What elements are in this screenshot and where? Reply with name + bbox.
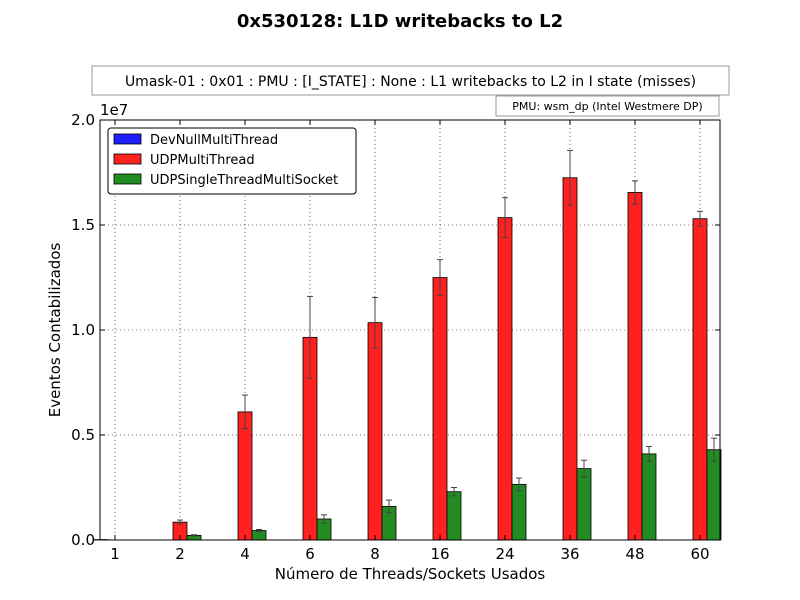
pmu-annotation: PMU: wsm_dp (Intel Westmere DP): [512, 100, 702, 113]
bar-UDPMultiThread-60: [692, 218, 708, 541]
y-tick-label: 1.5: [71, 216, 95, 234]
y-tick-label: 1.0: [71, 321, 95, 339]
x-tick-label: 6: [305, 545, 315, 563]
bar-UDPMultiThread-48: [627, 192, 643, 541]
legend-swatch-UDPMultiThread: [113, 153, 142, 165]
legend-label-DevNullMultiThread: DevNullMultiThread: [150, 133, 278, 148]
chart-subtitle: Umask-01 : 0x01 : PMU : [I_STATE] : None…: [125, 74, 696, 90]
x-tick-label: 4: [240, 545, 250, 563]
legend-swatch-DevNullMultiThread: [113, 133, 142, 145]
y-axis-ticks: 0.0 0.5 1.0 1.5 2.0: [71, 111, 720, 549]
x-axis-label: Número de Threads/Sockets Usados: [275, 565, 546, 583]
y-tick-label: 0.0: [71, 531, 95, 549]
bar-UDPSingleThreadMultiSocket-60: [706, 449, 722, 541]
bar-UDPMultiThread-16: [432, 277, 448, 541]
bar-UDPSingleThreadMultiSocket-16: [446, 491, 462, 541]
y-axis-label: Eventos Contabilizados: [46, 243, 64, 418]
y-tick-label: 2.0: [71, 111, 95, 129]
legend-label-UDPSingleThreadMultiSocket: UDPSingleThreadMultiSocket: [150, 173, 338, 188]
x-axis-ticks: 1 2 4 6 8 16 24 36 48 60: [110, 120, 710, 563]
y-tick-label: 0.5: [71, 426, 95, 444]
x-tick-label: 16: [430, 545, 449, 563]
chart-title: 0x530128: L1D writebacks to L2: [237, 11, 563, 32]
x-tick-label: 60: [690, 545, 709, 563]
y-multiplier-label: 1e7: [100, 101, 128, 119]
bar-UDPMultiThread-4: [237, 411, 253, 541]
error-bars: [177, 149, 717, 537]
bar-UDPSingleThreadMultiSocket-48: [641, 453, 657, 541]
x-tick-label: 24: [495, 545, 514, 563]
x-tick-label: 48: [625, 545, 644, 563]
x-tick-label: 1: [110, 545, 120, 563]
legend: DevNullMultiThread UDPMultiThread UDPSingl…: [107, 127, 357, 195]
bar-UDPMultiThread-8: [367, 322, 383, 541]
subtitle-box: [91, 65, 730, 96]
x-tick-label: 36: [560, 545, 579, 563]
bar-UDPMultiThread-24: [497, 217, 513, 541]
legend-swatch-UDPSingleThreadMultiSocket: [113, 173, 142, 185]
legend-label-UDPMultiThread: UDPMultiThread: [150, 153, 255, 168]
bar-UDPSingleThreadMultiSocket-36: [576, 468, 592, 541]
x-tick-label: 2: [175, 545, 185, 563]
bar-UDPMultiThread-36: [562, 177, 578, 541]
annotation-box: [495, 95, 720, 117]
x-tick-label: 8: [370, 545, 380, 563]
bars: [93, 177, 722, 541]
legend-box: [107, 127, 357, 195]
bar-UDPSingleThreadMultiSocket-24: [511, 483, 527, 541]
